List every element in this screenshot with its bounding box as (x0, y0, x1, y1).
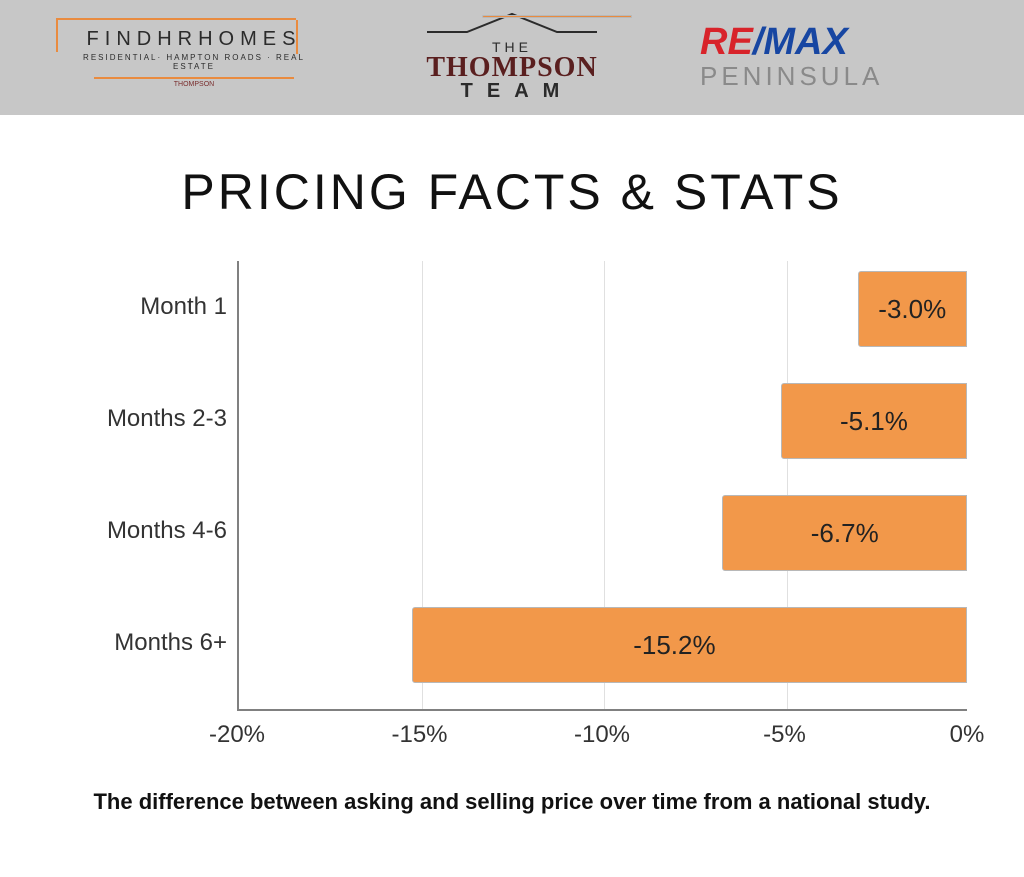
category-label: Months 2-3 (57, 405, 227, 433)
category-label: Month 1 (57, 293, 227, 321)
remax-slash: / (753, 21, 764, 63)
logo2-team: TEAM (402, 80, 632, 103)
x-tick-label: -15% (391, 721, 447, 749)
category-label: Months 4-6 (57, 517, 227, 545)
header-band: FINDHRHOMES RESIDENTIAL· HAMPTON ROADS ·… (0, 0, 1024, 115)
chart-bar: -6.7% (722, 495, 967, 571)
x-tick-label: 0% (950, 721, 985, 749)
remax-sub: PENINSULA (700, 61, 960, 92)
pricing-bar-chart: -3.0% -5.1% -6.7% -15.2% Month 1 Months 2-3 M… (57, 261, 967, 771)
bar-row: -6.7% (239, 495, 967, 571)
category-label: Months 6+ (57, 629, 227, 657)
x-tick-label: -20% (209, 721, 265, 749)
logo-frame (56, 18, 296, 52)
logo1-underline (94, 77, 294, 79)
bar-row: -3.0% (239, 271, 967, 347)
logo1-sub: RESIDENTIAL· HAMPTON ROADS · REAL ESTATE (64, 53, 324, 71)
logo-thompson-team: THE THOMPSON TEAM (392, 12, 632, 103)
remax-top: RE/MAX (700, 23, 960, 61)
logo2-bar (482, 15, 632, 18)
chart-bar: -15.2% (412, 607, 967, 683)
plot-area: -3.0% -5.1% -6.7% -15.2% (237, 261, 967, 711)
bar-row: -5.1% (239, 383, 967, 459)
remax-max: MAX (763, 21, 847, 63)
x-tick-label: -10% (574, 721, 630, 749)
chart-bar: -3.0% (858, 271, 968, 347)
logo2-name: THOMPSON (392, 55, 632, 80)
x-tick-label: -5% (763, 721, 806, 749)
logo-remax: RE/MAX PENINSULA (700, 23, 960, 92)
logo1-tiny: THOMPSON (64, 81, 324, 88)
page-title: PRICING FACTS & STATS (0, 163, 1024, 221)
bar-row: -15.2% (239, 607, 967, 683)
remax-re: RE (700, 21, 753, 63)
chart-caption: The difference between asking and sellin… (0, 789, 1024, 815)
chart-bar: -5.1% (781, 383, 967, 459)
logo-findhrhomes: FINDHRHOMES RESIDENTIAL· HAMPTON ROADS ·… (64, 28, 324, 88)
